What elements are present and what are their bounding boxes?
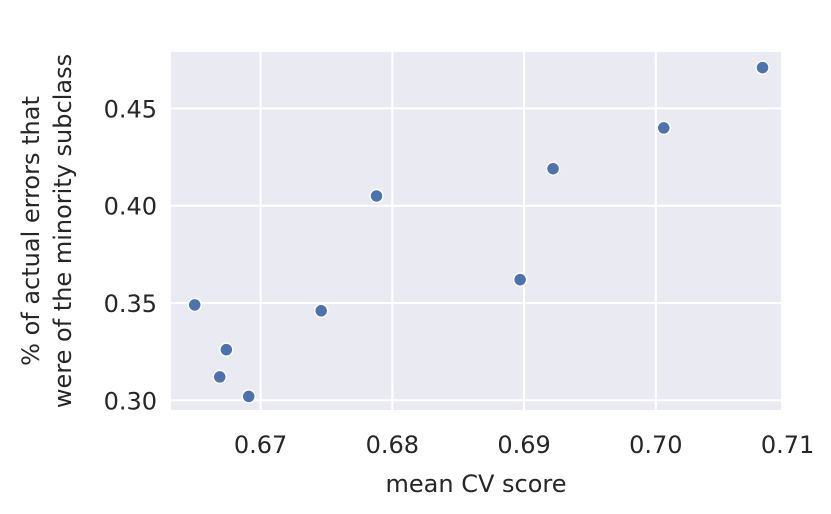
y-tick-label: 0.30	[104, 387, 157, 415]
data-point	[656, 120, 671, 136]
data-point	[241, 389, 256, 404]
data-point	[313, 303, 329, 319]
data-point	[219, 342, 234, 357]
y-tick-label: 0.35	[104, 290, 157, 318]
data-point	[545, 161, 561, 176]
x-axis-label: mean CV score	[386, 470, 567, 498]
data-point	[212, 369, 227, 385]
data-point	[187, 297, 202, 313]
data-points	[187, 60, 770, 404]
plot-area	[171, 52, 781, 410]
x-tick-label: 0.68	[366, 431, 419, 459]
data-point	[512, 272, 528, 287]
x-tick-label: 0.67	[234, 431, 287, 459]
x-tick-label: 0.70	[629, 431, 682, 459]
y-axis-label: % of actual errors that were of the mino…	[17, 54, 77, 408]
data-point	[755, 60, 770, 75]
y-axis-label-line-2: were of the minority subclass	[49, 54, 77, 408]
y-axis-ticks: 0.30 0.35 0.40 0.45	[104, 95, 157, 415]
grid-lines	[171, 52, 781, 410]
y-tick-label: 0.45	[104, 95, 157, 123]
x-axis-ticks: 0.67 0.68 0.69 0.70 0.71	[234, 431, 814, 459]
y-tick-label: 0.40	[104, 193, 157, 221]
x-tick-label: 0.71	[761, 431, 814, 459]
x-tick-label: 0.69	[497, 431, 550, 459]
y-axis-label-line-1: % of actual errors that	[17, 96, 45, 366]
data-point	[369, 188, 384, 204]
